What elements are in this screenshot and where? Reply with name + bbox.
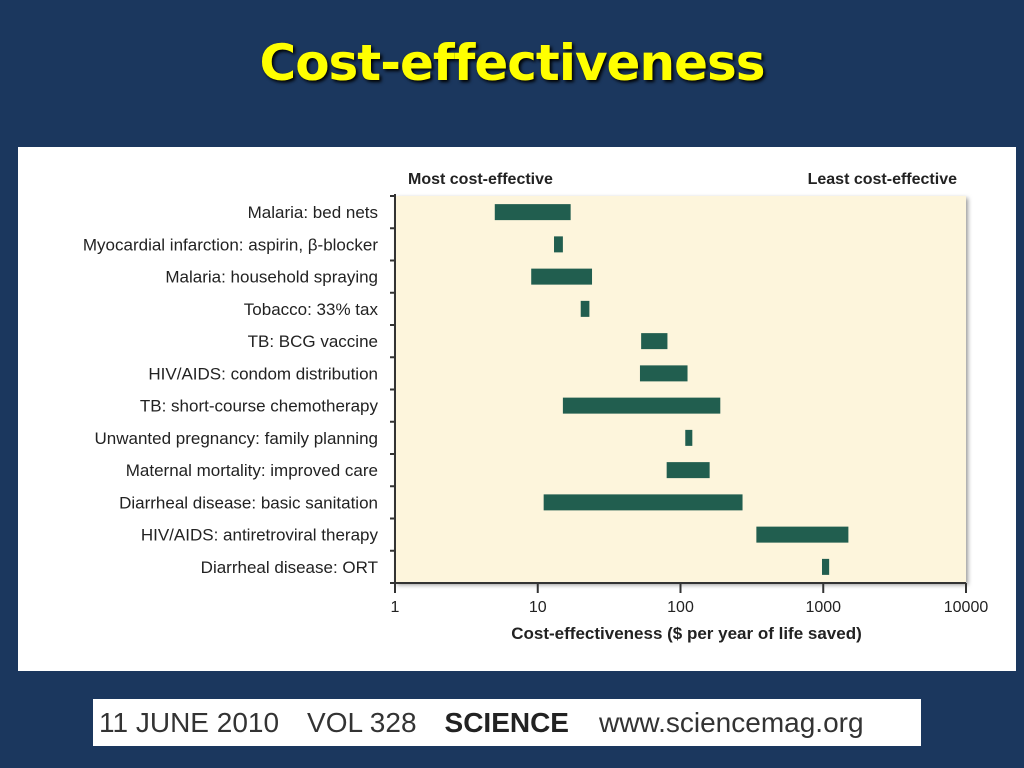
range-bar xyxy=(685,429,693,446)
x-tick-label: 10000 xyxy=(944,599,989,616)
category-label: Tobacco: 33% tax xyxy=(244,300,379,319)
range-bar xyxy=(543,494,743,511)
x-tick-label: 1000 xyxy=(805,599,841,616)
range-bar xyxy=(821,558,830,575)
category-label: HIV/AIDS: condom distribution xyxy=(148,364,378,383)
range-bar xyxy=(494,204,571,221)
x-tick-label: 100 xyxy=(667,599,694,616)
x-tick-label: 10 xyxy=(529,599,547,616)
category-label: Malaria: bed nets xyxy=(248,203,378,222)
range-bar xyxy=(756,526,849,543)
slide-title: Cost-effectiveness xyxy=(259,34,766,92)
chart-panel: Most cost-effective Least cost-effective M… xyxy=(18,147,1016,671)
plot-area xyxy=(395,196,966,583)
category-label: Maternal mortality: improved care xyxy=(126,461,378,480)
range-bar xyxy=(554,236,563,253)
category-label: Diarrheal disease: basic sanitation xyxy=(119,493,378,512)
range-bar xyxy=(562,397,721,414)
category-label: Unwanted pregnancy: family planning xyxy=(94,429,378,448)
category-label: Diarrheal disease: ORT xyxy=(201,558,378,577)
x-tick-label: 1 xyxy=(391,599,400,616)
range-bar xyxy=(666,462,710,479)
header-least-cost-effective: Least cost-effective xyxy=(808,171,957,188)
citation-date: 11 JUNE 2010 xyxy=(99,706,280,738)
cost-effectiveness-chart: Most cost-effective Least cost-effective M… xyxy=(83,171,989,643)
category-label: TB: short-course chemotherapy xyxy=(140,397,379,416)
range-bar xyxy=(580,300,590,317)
citation-footer: 11 JUNE 2010 VOL 328 SCIENCE www.science… xyxy=(93,699,921,746)
category-label: TB: BCG vaccine xyxy=(248,332,378,351)
range-bar xyxy=(531,268,593,285)
range-bar xyxy=(639,365,688,382)
category-label: HIV/AIDS: antiretroviral therapy xyxy=(141,526,379,545)
category-label: Myocardial infarction: aspirin, β-blocke… xyxy=(83,235,378,254)
x-axis-label: Cost-effectiveness ($ per year of life s… xyxy=(511,624,862,643)
citation-volume: VOL 328 xyxy=(307,706,417,738)
citation-journal: SCIENCE xyxy=(444,706,569,738)
citation-url: www.sciencemag.org xyxy=(598,706,864,738)
range-bar xyxy=(641,333,668,350)
header-most-cost-effective: Most cost-effective xyxy=(408,171,553,188)
category-label: Malaria: household spraying xyxy=(165,268,378,287)
